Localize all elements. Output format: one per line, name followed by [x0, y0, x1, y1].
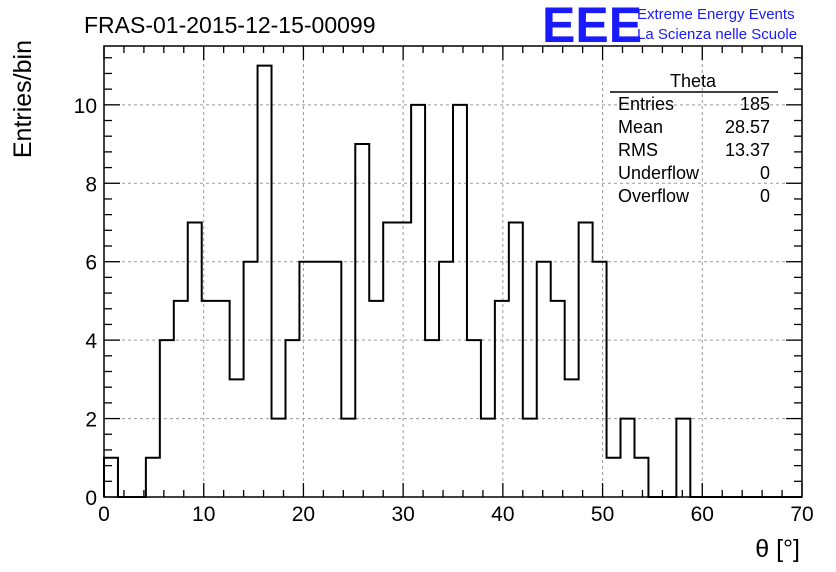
histogram-bin: [174, 301, 188, 497]
stats-row-label: Underflow: [618, 163, 700, 183]
histogram-bin: [383, 222, 397, 497]
histogram-bin: [216, 301, 230, 497]
stats-row-label: Mean: [618, 117, 663, 137]
histogram-bin: [467, 340, 481, 497]
histogram-bin: [313, 262, 327, 497]
histogram-bin: [327, 262, 341, 497]
stats-row-label: Entries: [618, 94, 674, 114]
stats-row-value: 0: [760, 186, 770, 206]
logo-mark: EEE: [542, 0, 642, 53]
x-tick-label: 60: [691, 503, 714, 526]
histogram-bin: [244, 262, 258, 497]
histogram-bin: [299, 262, 313, 497]
x-axis-label: θ [°]: [755, 535, 800, 563]
y-tick-label: 10: [74, 95, 97, 118]
histogram-bin: [369, 301, 383, 497]
stats-row-label: RMS: [618, 140, 658, 160]
histogram-bin: [676, 419, 690, 497]
histogram-bin: [621, 419, 635, 497]
stats-row-value: 0: [760, 163, 770, 183]
histogram-bin: [272, 419, 286, 497]
histogram-bin: [509, 222, 523, 497]
stats-row-label: Overflow: [618, 186, 690, 206]
axes: [103, 45, 803, 498]
histogram-bin: [202, 301, 216, 497]
histogram-bin: [634, 458, 648, 497]
stats-row-value: 13.37: [725, 140, 770, 160]
histogram-bin: [146, 458, 160, 497]
histogram-bin: [411, 105, 425, 497]
tick-labels: 0 10 20 30 40 50 60 70 0 2 4 6 8 10: [74, 95, 814, 526]
eee-logo: EEE Extreme Energy Events La Scienza nel…: [542, 0, 797, 53]
y-tick-label: 6: [85, 252, 97, 275]
plot-frame: [103, 45, 803, 498]
histogram-bin: [230, 379, 244, 497]
histogram-bin: [593, 262, 607, 497]
x-tick-label: 10: [192, 503, 215, 526]
x-tick-label: 30: [391, 503, 414, 526]
stats-row-value: 185: [740, 94, 770, 114]
histogram-outline: [103, 64, 802, 498]
x-tick-label: 20: [292, 503, 315, 526]
histogram-bin: [425, 340, 439, 497]
histogram-bin: [523, 419, 537, 497]
histogram-bin: [481, 419, 495, 497]
histogram-bin: [565, 379, 579, 497]
histogram-bin: [188, 222, 202, 497]
chart-title: FRAS-01-2015-12-15-00099: [84, 12, 376, 38]
histogram-bin: [579, 222, 593, 497]
y-axis-label: Entries/bin: [9, 40, 37, 158]
histogram-bin: [607, 458, 621, 497]
histogram-bin: [495, 301, 509, 497]
x-tick-label: 70: [790, 503, 813, 526]
histogram-bin: [551, 301, 565, 497]
logo-line-2: La Scienza nelle Scuole: [637, 26, 797, 43]
histogram-bin: [439, 262, 453, 497]
histogram-bin: [104, 458, 118, 497]
histogram-bin: [397, 222, 411, 497]
histogram-bin: [258, 66, 272, 497]
histogram-bin: [537, 262, 551, 497]
stats-title: Theta: [670, 71, 717, 91]
logo-line-1: Extreme Energy Events: [637, 6, 795, 23]
y-tick-label: 2: [85, 409, 97, 432]
x-tick-label: 40: [491, 503, 514, 526]
histogram-bin: [160, 340, 174, 497]
histogram-bin: [285, 340, 299, 497]
x-tick-label: 50: [591, 503, 614, 526]
histogram-bin: [341, 419, 355, 497]
x-tick-label: 0: [98, 503, 110, 526]
histogram-bin: [453, 105, 467, 497]
stats-row-value: 28.57: [725, 117, 770, 137]
histogram-bin: [355, 144, 369, 497]
stats-box: Theta Entries 185 Mean 28.57 RMS 13.37 Underfl…: [610, 71, 778, 206]
y-tick-label: 8: [85, 173, 97, 196]
histogram: [103, 64, 802, 498]
y-tick-label: 4: [85, 330, 97, 353]
y-tick-label: 0: [85, 487, 97, 510]
